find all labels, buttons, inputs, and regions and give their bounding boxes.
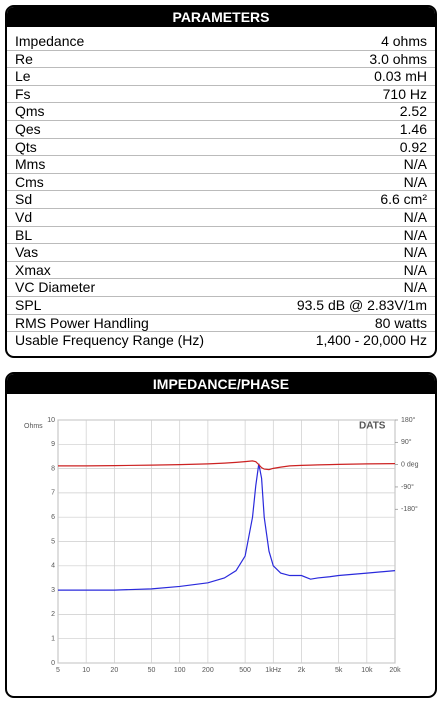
parameter-value: N/A <box>403 261 427 278</box>
parameter-value: 93.5 dB @ 2.83V/1m <box>296 296 427 313</box>
y-tick-label: 1 <box>51 636 55 643</box>
x-tick-label: 1kHz <box>265 667 281 674</box>
parameter-row: Fs 710 Hz <box>7 86 435 104</box>
y-tick-label: 7 <box>51 490 55 497</box>
parameters-panel: PARAMETERS Impedance 4 ohms Re 3.0 ohms Le 0.… <box>5 5 437 358</box>
y2-tick-label: -180° <box>401 505 418 513</box>
parameter-row: Qes 1.46 <box>7 121 435 139</box>
parameter-label: Cms <box>15 173 44 190</box>
series-line <box>58 460 396 471</box>
parameter-label: Fs <box>15 85 31 102</box>
parameter-row: Vd N/A <box>7 209 435 227</box>
parameter-row: BL N/A <box>7 227 435 245</box>
x-tick-label: 2k <box>298 667 306 674</box>
parameter-value: N/A <box>403 279 427 296</box>
parameter-row: VC Diameter N/A <box>7 279 435 297</box>
parameter-label: BL <box>15 226 33 243</box>
x-tick-label: 20k <box>389 667 401 674</box>
y-tick-label: 3 <box>51 587 55 594</box>
series-line <box>58 463 396 591</box>
x-tick-label: 5k <box>335 667 343 674</box>
parameter-label: Re <box>15 50 33 67</box>
y-tick-label: 9 <box>51 441 55 448</box>
parameter-label: Qms <box>15 103 45 120</box>
parameter-value: N/A <box>403 173 427 190</box>
x-tick-label: 10k <box>361 667 373 674</box>
y-tick-label: 0 <box>51 660 55 667</box>
parameter-label: Vas <box>15 244 39 261</box>
y-tick-label: 8 <box>51 465 55 472</box>
annotation: DATS <box>359 421 386 432</box>
parameter-row: Usable Frequency Range (Hz) 1,400 - 20,00… <box>7 332 435 350</box>
parameter-label: Mms <box>15 156 46 173</box>
x-tick-label: 5 <box>56 667 60 674</box>
parameter-value: 1.46 <box>399 120 427 137</box>
parameter-row: SPL 93.5 dB @ 2.83V/1m <box>7 297 435 315</box>
parameter-label: Qts <box>15 138 37 155</box>
parameter-label: SPL <box>15 296 42 313</box>
parameter-row: Qms 2.52 <box>7 103 435 121</box>
parameter-value: 2.52 <box>399 103 427 120</box>
parameter-value: 3.0 ohms <box>369 50 427 67</box>
y-tick-label: 4 <box>51 563 55 570</box>
x-tick-label: 10 <box>82 667 90 674</box>
x-tick-label: 500 <box>239 667 251 674</box>
parameter-value: 0.92 <box>399 138 427 155</box>
parameter-value: 0.03 mH <box>374 68 427 85</box>
parameter-value: 4 ohms <box>381 33 427 49</box>
parameter-row: Mms N/A <box>7 156 435 174</box>
parameter-value: N/A <box>403 156 427 173</box>
y2-tick-label: -90° <box>401 483 414 491</box>
parameter-value: 6.6 cm² <box>380 191 427 208</box>
x-tick-label: 20 <box>110 667 118 674</box>
y2-tick-label: 180° <box>401 416 416 424</box>
parameter-label: Sd <box>15 191 33 208</box>
y-tick-label: 5 <box>51 538 55 545</box>
parameter-label: Qes <box>15 120 41 137</box>
parameter-row: Impedance 4 ohms <box>7 33 435 51</box>
parameter-row: Sd 6.6 cm² <box>7 191 435 209</box>
parameter-row: Vas N/A <box>7 244 435 262</box>
parameter-label: Vd <box>15 208 33 225</box>
y2-tick-label: 90° <box>401 438 412 446</box>
y2-tick-label: 0 deg <box>401 461 419 468</box>
parameters-table: Impedance 4 ohms Re 3.0 ohms Le 0.03 mH Fs 710 … <box>7 33 435 350</box>
parameter-row: Qts 0.92 <box>7 139 435 157</box>
parameter-label: Le <box>15 68 31 85</box>
y-tick-label: 6 <box>51 514 55 521</box>
parameter-value: N/A <box>403 226 427 243</box>
chart-panel: IMPEDANCE/PHASE <box>5 372 437 698</box>
x-tick-label: 100 <box>174 667 186 674</box>
x-tick-label: 50 <box>148 667 156 674</box>
parameter-value: 710 Hz <box>382 85 427 102</box>
y-tick-label: 10 <box>47 417 55 424</box>
x-tick-label: 200 <box>202 667 214 674</box>
parameter-row: RMS Power Handling 80 watts <box>7 315 435 333</box>
chart-title: IMPEDANCE/PHASE <box>7 374 435 394</box>
parameter-label: RMS Power Handling <box>15 314 149 331</box>
parameter-row: Cms N/A <box>7 174 435 192</box>
parameter-label: VC Diameter <box>15 279 96 296</box>
parameter-value: N/A <box>403 208 427 225</box>
parameter-value: 1,400 - 20,000 Hz <box>315 332 427 349</box>
parameter-label: Usable Frequency Range (Hz) <box>15 332 205 349</box>
parameter-label: Impedance <box>15 33 85 49</box>
panel-title: PARAMETERS <box>7 7 435 27</box>
y-axis-label: Ohms <box>24 423 43 430</box>
y-tick-label: 2 <box>51 611 55 618</box>
parameter-row: Re 3.0 ohms <box>7 51 435 69</box>
parameter-value: N/A <box>403 244 427 261</box>
parameter-label: Xmax <box>15 261 51 278</box>
parameter-row: Xmax N/A <box>7 262 435 280</box>
parameter-row: Le 0.03 mH <box>7 68 435 86</box>
parameter-value: 80 watts <box>374 314 427 331</box>
